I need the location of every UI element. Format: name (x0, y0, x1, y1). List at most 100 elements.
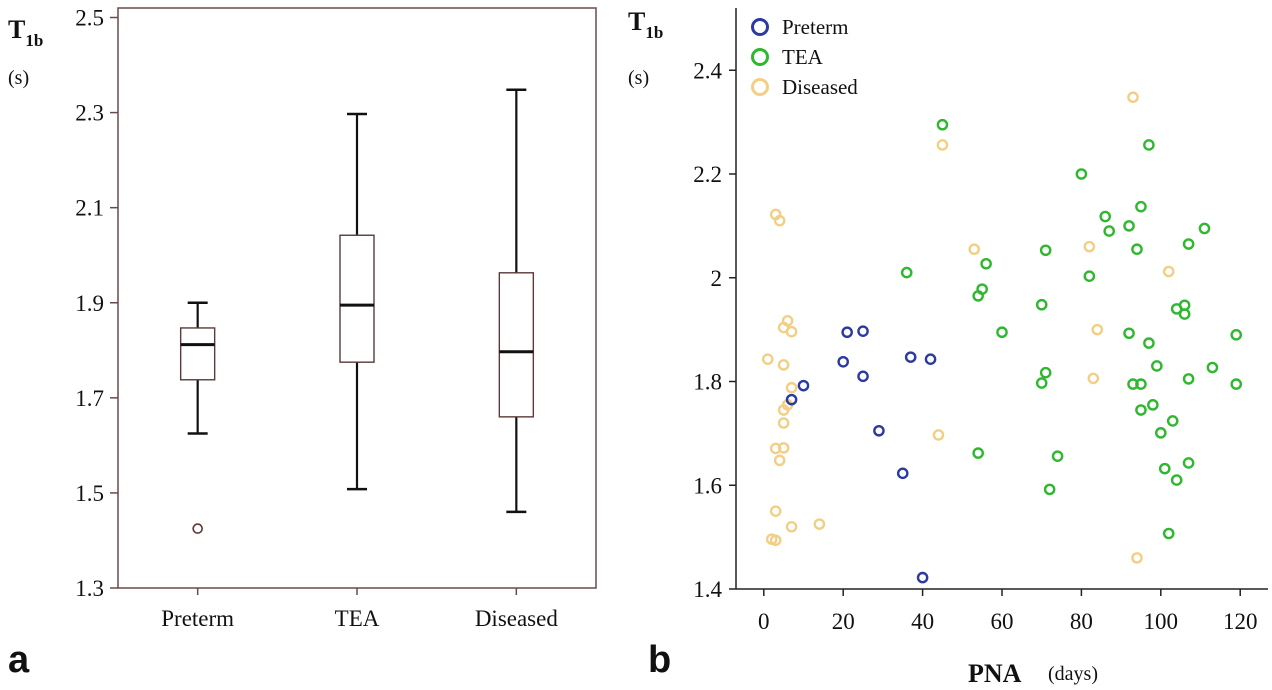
data-point (777, 359, 790, 371)
data-point (781, 315, 794, 327)
y-axis-unit: (s) (8, 67, 29, 89)
data-point (1182, 373, 1195, 385)
y-tick-label: 2.5 (75, 6, 104, 31)
data-point (980, 257, 992, 270)
y-axis-label-main: T (8, 15, 25, 44)
y-axis-ticks: 1.4 1.6 1.8 2 2.2 2.4 (693, 58, 736, 602)
x-tick-label: 60 (991, 609, 1014, 634)
data-point (785, 325, 798, 338)
x-tick-label: Diseased (475, 606, 559, 631)
y-tick-label: 1.4 (693, 577, 722, 602)
data-point (785, 381, 798, 394)
data-point (1170, 474, 1183, 486)
data-point (769, 534, 782, 547)
data-point (996, 326, 1008, 339)
data-point (785, 393, 798, 406)
data-point (1091, 323, 1104, 336)
data-point (769, 442, 782, 455)
data-point (769, 505, 782, 517)
data-point (785, 520, 798, 533)
x-tick-label: 80 (1070, 609, 1093, 634)
box-tea (339, 112, 375, 491)
data-point (1178, 308, 1191, 320)
y-tick-label: 1.7 (75, 386, 104, 411)
y-tick-label: 2.4 (693, 58, 722, 83)
data-point (1131, 552, 1143, 564)
box-plot-panel: T1b (s) 1.3 1.5 1.7 1.9 2.1 2.3 2.5 Preterm TEA… (8, 6, 597, 631)
data-point (841, 326, 853, 339)
data-point (916, 571, 929, 584)
legend-marker (751, 18, 769, 36)
data-point (1151, 360, 1163, 372)
data-point (1043, 483, 1056, 496)
y-axis-label-subscript: 1b (645, 23, 663, 42)
data-point (976, 283, 988, 295)
data-point (1143, 337, 1155, 349)
legend-marker (751, 78, 769, 96)
data-point (813, 518, 826, 530)
data-point (1051, 450, 1064, 463)
data-point (932, 429, 945, 441)
boxes (179, 88, 535, 534)
data-point (1135, 200, 1147, 213)
data-point (797, 379, 810, 392)
data-point (1083, 270, 1096, 282)
data-point (1131, 243, 1143, 256)
data-point (972, 447, 984, 459)
data-point (1166, 415, 1179, 427)
x-tick-label: 20 (832, 609, 855, 634)
x-axis-ticks: Preterm TEA Diseased (161, 588, 558, 631)
x-tick-label: TEA (335, 606, 380, 631)
data-point (1083, 240, 1096, 253)
x-tick-label: 100 (1144, 609, 1179, 634)
legend-label: Diseased (782, 75, 858, 99)
data-point (1147, 399, 1159, 411)
y-tick-label: 2.3 (75, 101, 104, 126)
box-iqr (339, 234, 375, 363)
data-point (1230, 329, 1243, 341)
y-tick-label: 2.1 (75, 196, 104, 221)
x-tick-label: 0 (758, 609, 770, 634)
data-point (968, 243, 981, 256)
y-tick-label: 1.5 (75, 481, 104, 506)
y-tick-label: 2 (711, 266, 723, 291)
legend-label: Preterm (782, 15, 848, 39)
data-point (1099, 210, 1112, 223)
y-axis-label: T1b (628, 7, 663, 42)
data-point (1162, 527, 1175, 540)
data-point (1127, 378, 1139, 390)
legend-label: TEA (782, 45, 824, 69)
y-tick-label: 1.9 (75, 291, 104, 316)
data-point (1075, 168, 1088, 180)
data-point (936, 139, 949, 151)
data-point (1127, 91, 1139, 104)
x-tick-label: 120 (1223, 609, 1258, 634)
data-point (1123, 220, 1135, 232)
outlier-point (192, 523, 203, 534)
data-point (1103, 225, 1115, 237)
scatter-points (761, 91, 1243, 584)
series-preterm (785, 325, 937, 584)
y-axis-ticks: 1.3 1.5 1.7 1.9 2.1 2.3 2.5 (75, 6, 118, 601)
y-axis-label: T1b (8, 15, 43, 50)
data-point (857, 325, 869, 337)
data-point (924, 353, 937, 365)
data-point (1135, 378, 1147, 390)
x-axis-label-main: PNA (968, 659, 1022, 688)
panel-letter-b: b (648, 639, 671, 681)
data-point (1206, 361, 1219, 374)
data-point (1035, 298, 1048, 311)
data-point (837, 355, 849, 368)
data-point (896, 467, 909, 480)
data-point (773, 214, 786, 227)
data-point (1158, 462, 1171, 475)
x-axis-label: PNA (968, 659, 1022, 688)
series-diseased (761, 91, 1175, 564)
series-tea (900, 118, 1243, 540)
data-point (1198, 222, 1211, 235)
y-axis-unit: (s) (628, 67, 649, 89)
box-diseased (498, 88, 535, 514)
data-point (1230, 378, 1243, 390)
x-axis-unit: (days) (1048, 663, 1098, 685)
